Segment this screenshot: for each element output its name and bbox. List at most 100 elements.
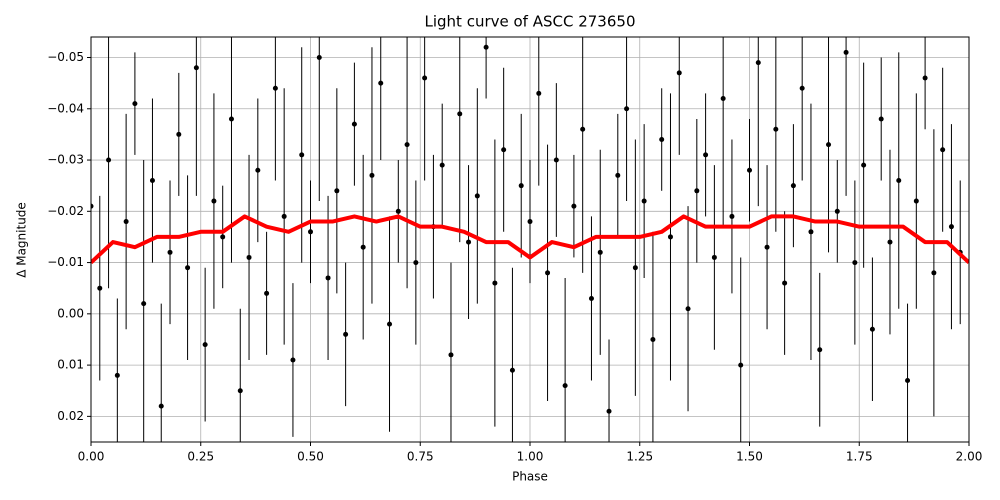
data-point [948,224,954,230]
x-tick-label: 2.00 [956,450,983,464]
data-point [114,372,120,378]
y-tick-label: 0.00 [57,306,84,320]
data-point [492,280,498,286]
x-axis-label: Phase [512,470,548,484]
data-point [106,157,112,163]
data-point [501,147,507,153]
data-point [369,172,375,178]
data-point [422,75,428,81]
y-tick-label: −0.05 [47,50,84,64]
data-point [632,265,638,271]
data-point [316,55,322,61]
data-point [457,111,463,117]
data-point [878,116,884,122]
x-tick-label: 0.50 [297,450,324,464]
y-tick-label: −0.02 [47,204,84,218]
data-point [387,321,393,327]
data-point [527,219,533,225]
data-point [659,137,665,143]
trend-line [91,214,969,265]
data-point [413,260,419,266]
y-tick-label: −0.01 [47,255,84,269]
data-point [843,49,849,55]
data-point [571,203,577,209]
data-point [747,167,752,173]
data-point [474,193,480,199]
data-point [905,377,911,383]
data-point [624,106,630,112]
data-point [185,265,191,271]
data-point [97,285,103,291]
x-tick-label: 1.50 [736,450,763,464]
y-tick-label: −0.03 [47,153,84,167]
y-axis-label: Δ Magnitude [15,202,29,278]
data-point [518,183,524,189]
data-point [922,75,928,81]
data-point [308,229,313,235]
data-point [913,198,919,204]
data-point [940,147,946,153]
data-point [834,208,840,214]
x-tick-label: 1.75 [846,450,873,464]
data-point [264,290,270,296]
data-point [158,403,164,409]
data-point [360,244,366,250]
data-point [299,152,305,158]
data-point [562,383,568,389]
data-point [817,347,823,353]
x-tick-label: 1.00 [517,450,544,464]
data-point [588,295,594,301]
data-point [553,157,559,163]
data-point [237,388,243,394]
data-point [764,244,770,250]
data-point [220,234,226,240]
data-point [790,183,796,189]
axes: 0.00 0.25 0.50 0.75 1.00 1.25 1.50 1.75 2.00 −0.0… [47,50,982,463]
data-point [272,85,278,91]
data-point [281,213,287,219]
data-point [931,270,937,276]
data-point [483,44,489,50]
data-point [167,249,173,255]
data-point [694,188,700,194]
data-point [202,342,208,348]
data-point [176,131,182,137]
plot-frame [90,36,970,443]
data-point [378,80,384,86]
data-point [755,60,761,66]
chart-title: Light curve of ASCC 273650 [425,13,636,31]
data-point [343,331,349,337]
data-point [676,70,682,76]
y-tick-label: −0.04 [47,101,84,115]
data-point [685,306,691,312]
data-point [351,121,357,127]
data-point [395,208,401,214]
data-point [703,152,709,158]
data-point [667,234,673,240]
data-point [509,367,515,373]
data-point [799,85,805,91]
x-tick-label: 0.25 [187,450,214,464]
data-point [536,90,542,96]
data-point [228,116,234,122]
data-point [641,198,647,204]
x-tick-label: 0.75 [407,450,434,464]
data-point [808,229,814,235]
data-point [896,178,902,184]
data-point [852,260,858,266]
data-point [615,172,621,178]
data-point [193,65,199,71]
data-point [334,188,340,194]
data-point [141,301,147,307]
plot-area [91,37,969,442]
data-point [597,249,603,255]
data-point [580,126,586,132]
data-point [606,408,612,414]
data-point [545,270,551,276]
data-point [290,357,296,363]
data-point [826,142,832,148]
data-point [149,178,155,184]
data-point [132,101,138,107]
x-tick-label: 0.00 [78,450,105,464]
data-point [738,362,744,368]
